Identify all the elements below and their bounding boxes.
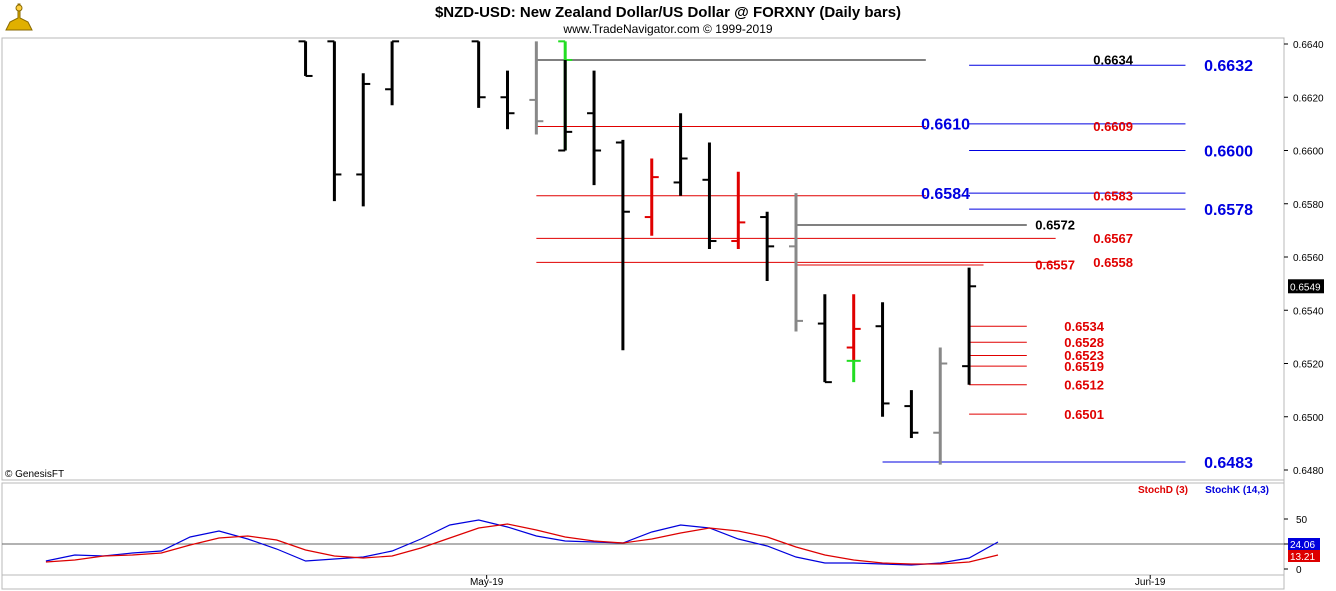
- price-y-tick-label: 0.6560: [1293, 253, 1324, 264]
- price-level-label: 0.6609: [1093, 119, 1133, 134]
- x-axis: May-19 Jun-19: [470, 575, 1166, 588]
- price-level-label: 0.6501: [1064, 407, 1104, 422]
- price-level-label: 0.6534: [1064, 319, 1105, 334]
- x-tick-label: May-19: [470, 577, 504, 588]
- stoch-y-axis: 50 0: [2, 515, 1308, 576]
- stochd-legend: StochD (3): [1138, 485, 1188, 496]
- price-y-tick-label: 0.6540: [1293, 306, 1324, 317]
- ohlc-bar: [615, 139, 630, 351]
- price-level-label: 0.6557: [1035, 258, 1075, 273]
- price-level-label: 0.6519: [1064, 359, 1104, 374]
- price-y-tick-label: 0.6500: [1293, 413, 1324, 424]
- stoch-plot-frame: [1, 482, 1285, 576]
- ohlc-bar: [356, 73, 371, 207]
- ohlc-bar: [529, 41, 544, 135]
- ohlc-bar: [846, 359, 861, 383]
- ohlc-bar: [587, 70, 602, 186]
- ohlc-bars: [298, 40, 977, 465]
- price-y-tick-label: 0.6640: [1293, 40, 1324, 51]
- ohlc-bar: [817, 294, 832, 384]
- ohlc-bar: [644, 158, 659, 236]
- price-level-label: 0.6528: [1064, 335, 1104, 350]
- ohlc-bar: [471, 40, 486, 108]
- stoch-y-tick-label: 50: [1296, 515, 1308, 526]
- price-level-labels: 0.6634 0.6632 0.6610 0.6609 0.6600 0.6584 0.65…: [921, 53, 1253, 472]
- ohlc-bar: [385, 40, 400, 106]
- chart-subtitle: www.TradeNavigator.com © 1999-2019: [562, 22, 772, 36]
- stoch-y-tick-label: 0: [1296, 565, 1302, 576]
- last-price-box: [1288, 279, 1324, 294]
- logo-icon: [5, 3, 33, 31]
- ohlc-bar: [904, 390, 919, 439]
- stochd-value-box: [1288, 550, 1320, 562]
- stoch-lines: [45, 519, 999, 566]
- stochk-value: 24.06: [1290, 540, 1315, 551]
- stochk-line: [45, 519, 999, 566]
- ohlc-bar: [327, 40, 342, 202]
- stochk-value-box: [1288, 538, 1320, 550]
- price-levels: [536, 59, 1186, 463]
- ohlc-bar: [760, 211, 775, 281]
- ohlc-bar: [875, 302, 890, 417]
- price-level-label: 0.6632: [1204, 58, 1253, 75]
- price-level-label: 0.6483: [1204, 455, 1253, 472]
- ohlc-bar: [846, 294, 861, 361]
- stoch-legend: StochD (3) StochK (14,3): [1138, 485, 1269, 496]
- last-price-marker: 0.6549: [1288, 279, 1324, 294]
- price-y-tick-label: 0.6480: [1293, 466, 1324, 477]
- price-level-label: 0.6558: [1093, 255, 1133, 270]
- price-y-tick-label: 0.6600: [1293, 147, 1324, 158]
- price-level-label: 0.6584: [921, 186, 970, 203]
- price-level-label: 0.6578: [1204, 202, 1253, 219]
- price-level-label: 0.6567: [1093, 231, 1133, 246]
- bottom-axis-frame: [1, 574, 1285, 590]
- ohlc-bar: [731, 171, 746, 250]
- price-level-label: 0.6634: [1093, 53, 1134, 68]
- price-level-label: 0.6583: [1093, 188, 1133, 203]
- watermark: © GenesisFT: [5, 469, 64, 480]
- price-level-label: 0.6523: [1064, 348, 1104, 363]
- price-level-label: 0.6600: [1204, 143, 1253, 160]
- ohlc-bar: [789, 193, 803, 332]
- ohlc-bar: [298, 40, 313, 77]
- price-level-label: 0.6572: [1035, 218, 1075, 233]
- ohlc-bar: [673, 113, 688, 196]
- price-y-axis: 0.6640 0.6620 0.6600 0.6580 0.6560 0.6540 0.65…: [1284, 40, 1324, 477]
- ohlc-bar: [933, 347, 948, 465]
- last-price-label: 0.6549: [1290, 282, 1321, 293]
- price-level-label: 0.6610: [921, 117, 970, 134]
- ohlc-bar: [962, 267, 977, 385]
- ohlc-bar: [500, 70, 515, 130]
- stochd-value: 13.21: [1290, 552, 1315, 563]
- price-y-tick-label: 0.6620: [1293, 93, 1324, 104]
- ohlc-bar: [558, 59, 573, 152]
- price-level-label: 0.6512: [1064, 377, 1104, 392]
- price-y-tick-label: 0.6520: [1293, 360, 1324, 371]
- ohlc-bar: [702, 142, 717, 250]
- x-tick-label: Jun-19: [1135, 577, 1166, 588]
- chart-title: $NZD-USD: New Zealand Dollar/US Dollar @…: [435, 4, 901, 21]
- stochk-legend: StochK (14,3): [1205, 485, 1269, 496]
- price-y-tick-label: 0.6580: [1293, 200, 1324, 211]
- stochd-line: [45, 523, 999, 565]
